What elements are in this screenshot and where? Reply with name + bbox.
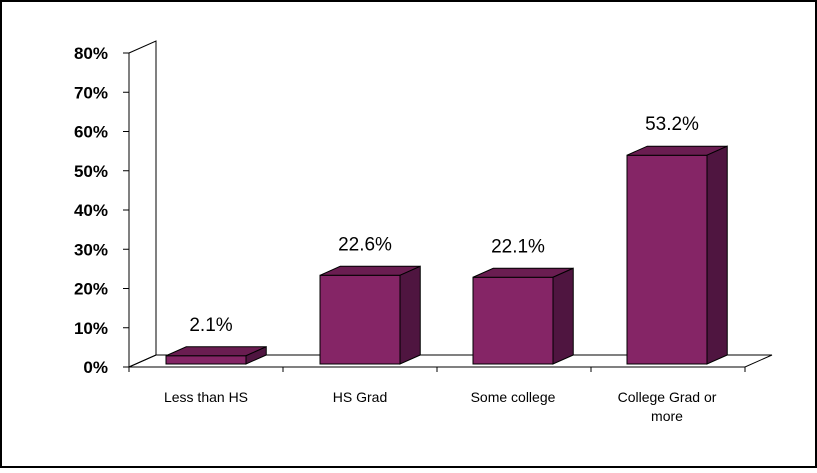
bar — [626, 145, 728, 365]
y-tick-label: 10% — [74, 319, 108, 338]
floor — [128, 354, 773, 368]
category-label: Some college — [471, 389, 556, 405]
category-label: Less than HS — [164, 389, 248, 405]
value-label: 22.6% — [338, 234, 392, 255]
bar-front — [626, 154, 708, 365]
category-label-line: Some college — [471, 389, 556, 405]
y-tick-label: 0% — [83, 358, 108, 377]
value-label: 53.2% — [645, 114, 699, 135]
bar — [319, 265, 421, 365]
bar-side — [399, 265, 421, 365]
y-tick-label: 30% — [74, 240, 108, 259]
bar-front — [472, 276, 554, 365]
value-labels: 2.1% 22.6% 22.1% 53.2% — [189, 114, 699, 336]
bar-side — [552, 267, 574, 365]
y-tick-label: 70% — [74, 83, 108, 102]
y-tick-label: 50% — [74, 162, 108, 181]
category-label: College Grad or more — [618, 389, 717, 424]
chart-walls — [128, 40, 773, 368]
category-label-line: HS Grad — [333, 389, 387, 405]
y-tick-label: 20% — [74, 280, 108, 299]
category-label-line: more — [651, 408, 683, 424]
bar — [472, 267, 574, 365]
y-tick-label: 40% — [74, 201, 108, 220]
category-label: HS Grad — [333, 389, 387, 405]
bar-side — [245, 345, 267, 365]
bar-side — [706, 145, 728, 365]
y-axis: 0% 10% 20% 30% 40% 50% 60% 70% 80% — [74, 44, 746, 377]
category-label-line: Less than HS — [164, 389, 248, 405]
value-label: 2.1% — [189, 315, 232, 336]
x-axis-labels: Less than HS HS Grad Some college College G… — [164, 389, 717, 424]
y-tick-label: 80% — [74, 44, 108, 63]
value-label: 22.1% — [491, 236, 545, 257]
category-label-line: College Grad or — [618, 389, 717, 405]
bar-front — [319, 274, 401, 365]
bars — [165, 145, 728, 365]
bar-front — [165, 355, 247, 365]
y-tick-label: 60% — [74, 123, 108, 142]
bar — [165, 345, 267, 365]
